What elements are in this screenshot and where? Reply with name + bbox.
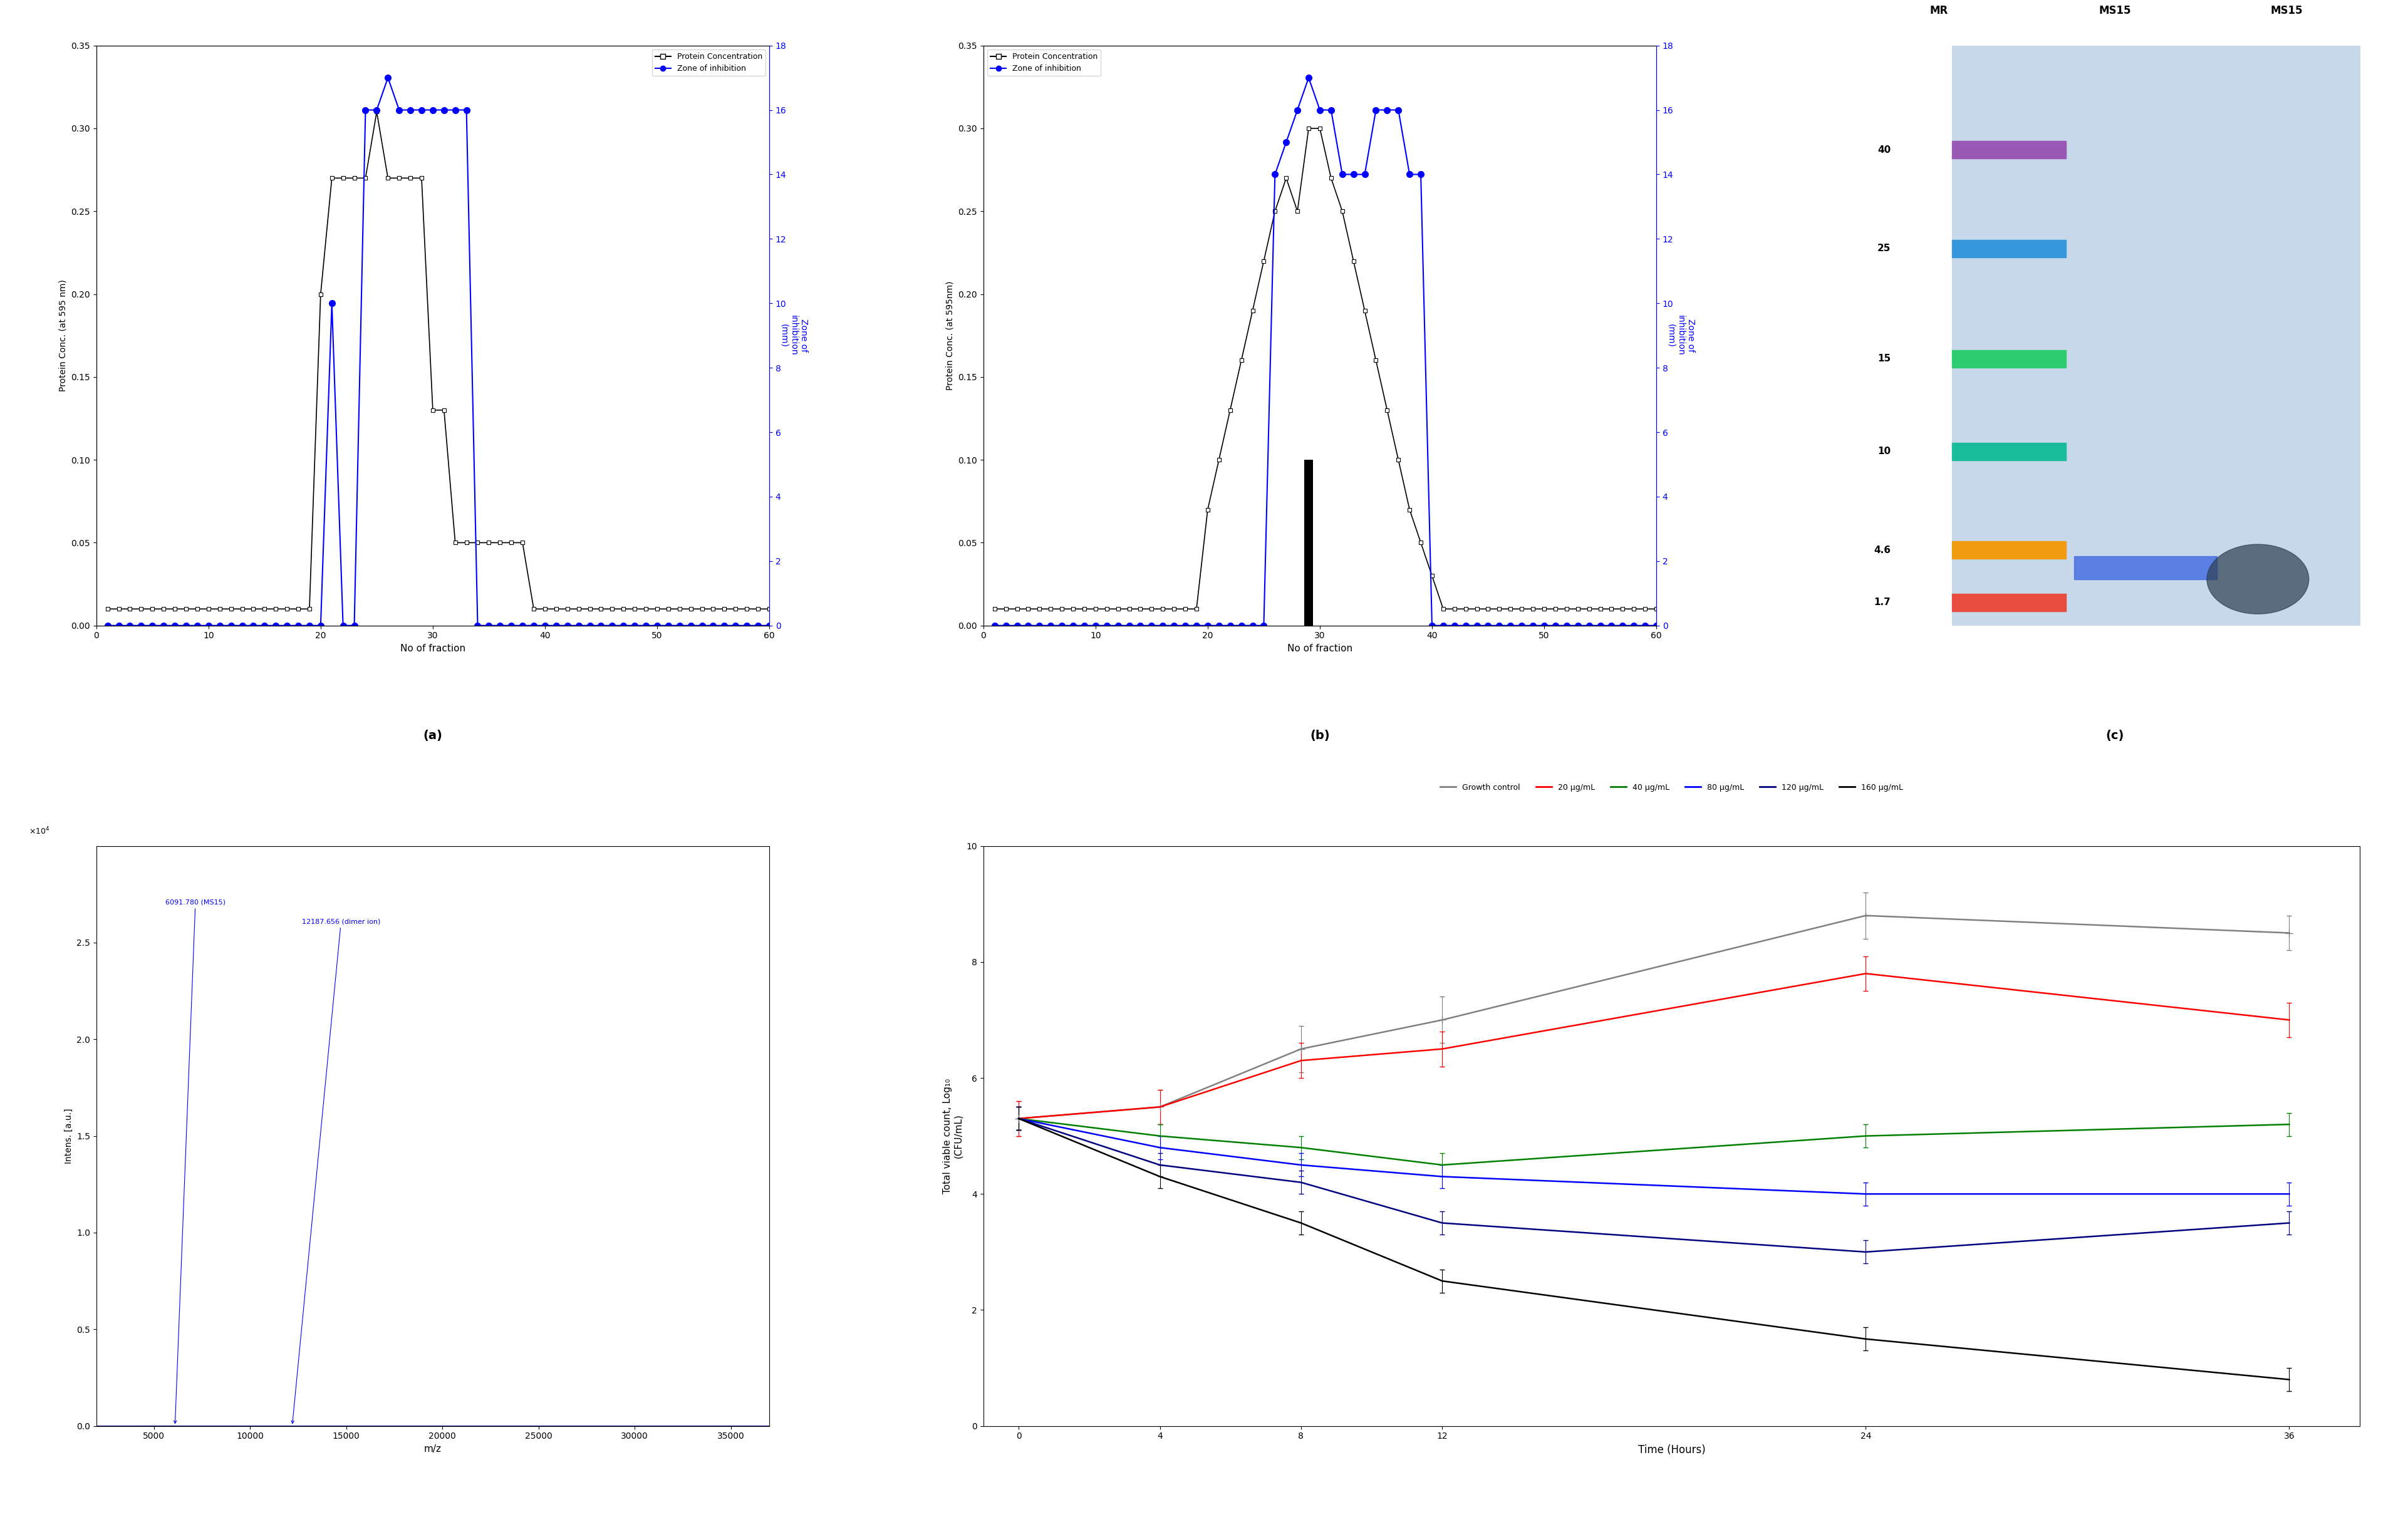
X-axis label: No of fraction: No of fraction (1288, 643, 1353, 654)
Legend: Protein Concentration, Zone of inhibition: Protein Concentration, Zone of inhibitio… (653, 50, 766, 76)
Text: (c): (c) (2107, 730, 2124, 742)
X-axis label: No of fraction: No of fraction (400, 643, 465, 654)
Y-axis label: Zone of
inhibition
(mm): Zone of inhibition (mm) (780, 316, 809, 356)
FancyArrow shape (1953, 141, 2066, 159)
Text: 1.7: 1.7 (1873, 598, 1890, 607)
Text: 12187.656 (dimer ion): 12187.656 (dimer ion) (291, 918, 380, 1423)
FancyArrow shape (1953, 443, 2066, 460)
Y-axis label: Total viable count, Log₁₀
(CFU/mL): Total viable count, Log₁₀ (CFU/mL) (942, 1079, 963, 1194)
Y-axis label: Zone of
inhibition
(mm): Zone of inhibition (mm) (1666, 316, 1695, 356)
FancyArrow shape (1953, 542, 2066, 558)
Text: 25: 25 (1878, 244, 1890, 253)
Text: MS15: MS15 (2100, 5, 2131, 17)
Bar (1305, 460, 1312, 625)
Ellipse shape (2206, 545, 2309, 614)
Legend: Protein Concentration, Zone of inhibition: Protein Concentration, Zone of inhibitio… (987, 50, 1100, 76)
FancyArrow shape (1953, 593, 2066, 611)
Text: 40: 40 (1878, 146, 1890, 155)
FancyArrow shape (1953, 350, 2066, 367)
Y-axis label: Protein Conc. (at 595 nm): Protein Conc. (at 595 nm) (58, 279, 67, 391)
Text: 15: 15 (1878, 353, 1890, 364)
Text: MS15: MS15 (2271, 5, 2302, 17)
Text: (b): (b) (1310, 730, 1329, 742)
Legend: Growth control, 20 μg/mL, 40 μg/mL, 80 μg/mL, 120 μg/mL, 160 μg/mL: Growth control, 20 μg/mL, 40 μg/mL, 80 μ… (1438, 780, 1907, 795)
Bar (2073, 555, 2218, 579)
Text: 10: 10 (1878, 448, 1890, 457)
Text: (a): (a) (424, 730, 443, 742)
Y-axis label: Protein Conc. (at 595nm): Protein Conc. (at 595nm) (946, 281, 954, 390)
Text: $\times 10^4$: $\times 10^4$ (29, 825, 51, 836)
Text: MR: MR (1929, 5, 1948, 17)
Text: 4.6: 4.6 (1873, 546, 1890, 555)
Text: 6091.780 (MS15): 6091.780 (MS15) (166, 900, 226, 1423)
X-axis label: Time (Hours): Time (Hours) (1637, 1444, 1705, 1456)
X-axis label: m/z: m/z (424, 1444, 441, 1453)
Y-axis label: Intens. [a.u.]: Intens. [a.u.] (65, 1109, 72, 1164)
FancyArrow shape (1953, 240, 2066, 258)
